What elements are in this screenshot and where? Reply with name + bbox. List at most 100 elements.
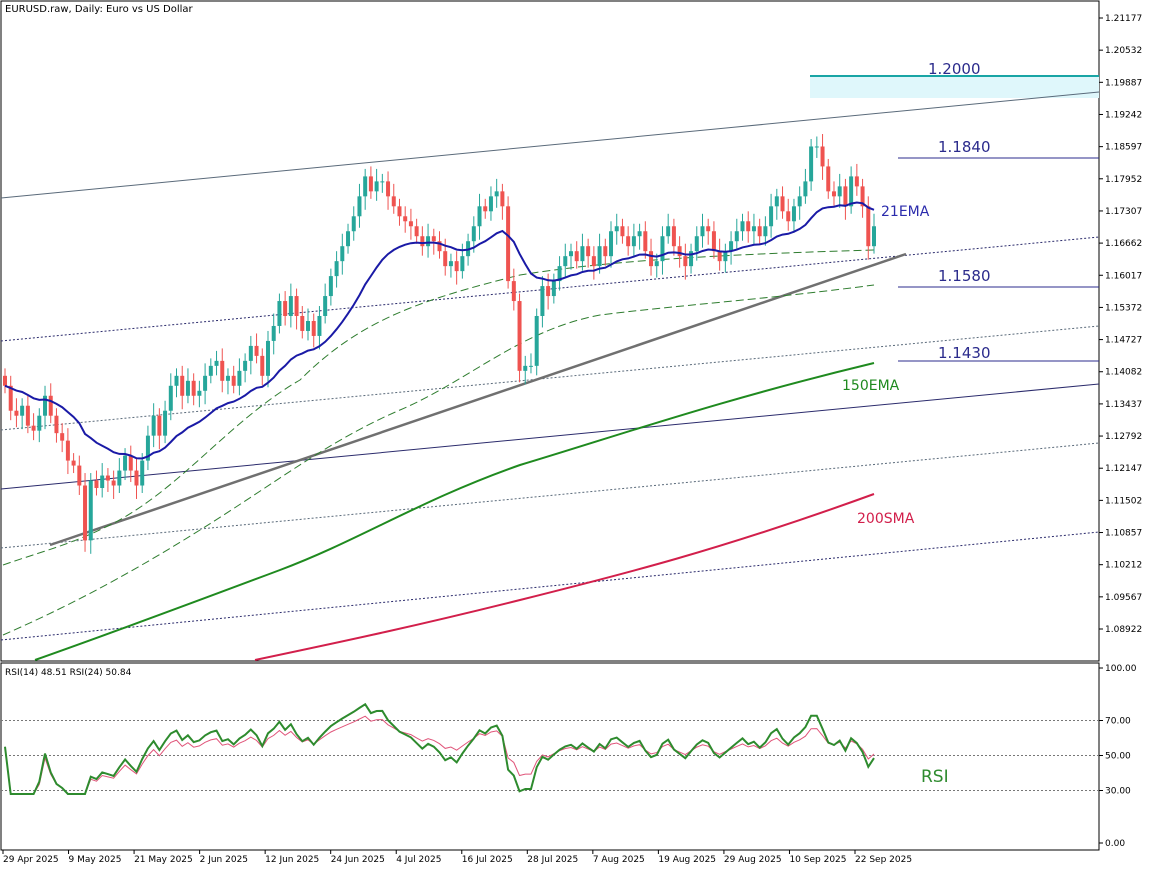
candle-body <box>237 370 242 386</box>
candle-body <box>443 251 448 267</box>
candle-body <box>689 251 694 267</box>
price-tick-label: 1.08922 <box>1105 625 1142 635</box>
candle-body <box>563 256 568 267</box>
candle-body <box>117 470 122 486</box>
candle-body <box>431 236 436 242</box>
candle-body <box>265 340 270 376</box>
candle-body <box>128 455 133 471</box>
rsi24-line <box>4 715 875 795</box>
candle-body <box>483 206 488 212</box>
price-tick-label: 1.11502 <box>1105 496 1142 506</box>
candle-body <box>323 296 328 316</box>
candle-body <box>780 196 785 212</box>
candle-body <box>437 241 442 252</box>
label-rsi: RSI <box>921 767 949 787</box>
candle-body <box>477 206 482 227</box>
time-tick-label: 9 May 2025 <box>69 855 122 865</box>
candle-body <box>157 415 162 436</box>
candle-body <box>163 410 168 436</box>
candle-body <box>248 345 253 361</box>
candle-body <box>454 261 459 272</box>
time-tick-label: 12 Jun 2025 <box>265 855 319 865</box>
candle-body <box>711 231 716 252</box>
candle-body <box>408 221 413 227</box>
ema21-line <box>4 201 875 460</box>
price-tick-label: 1.17952 <box>1105 175 1142 185</box>
time-tick-label: 4 Jul 2025 <box>396 855 441 865</box>
price-axis: 1.21177 1.20532 1.19887 1.19242 1.18597 1.179… <box>1099 14 1142 635</box>
candle-body <box>328 276 333 297</box>
candle-body <box>203 375 208 391</box>
candle-body <box>809 146 814 182</box>
candle-body <box>854 176 859 187</box>
candle-body <box>620 226 625 237</box>
label-1-2000: 1.2000 <box>928 60 981 78</box>
sma200-line <box>254 493 875 661</box>
rsi-tick-label: 50.00 <box>1105 752 1131 762</box>
candle-body <box>197 390 202 396</box>
candle-body <box>580 246 585 262</box>
candle-body <box>311 320 316 336</box>
time-tick-label: 2 Jun 2025 <box>200 855 248 865</box>
main-pane-border <box>0 0 1100 662</box>
candle-body <box>334 261 339 277</box>
candle-body <box>3 375 7 386</box>
candle-body <box>220 360 225 381</box>
candle-body <box>706 226 711 232</box>
time-tick-label: 19 Aug 2025 <box>658 855 716 865</box>
candle-body <box>511 281 516 302</box>
candle-body <box>723 251 728 262</box>
rsi-pane-border <box>0 662 1100 851</box>
candle-body <box>374 181 379 192</box>
candle-body <box>717 251 722 262</box>
candle-body <box>391 196 396 207</box>
candle-body <box>271 325 276 341</box>
candle-body <box>546 286 551 297</box>
candle-body <box>488 196 493 212</box>
candle-body <box>140 460 145 486</box>
candle-body <box>528 365 533 367</box>
price-tick-label: 1.18597 <box>1105 143 1142 153</box>
price-tick-label: 1.15372 <box>1105 303 1142 313</box>
price-tick-label: 1.16662 <box>1105 239 1142 249</box>
candle-body <box>586 246 591 257</box>
candle-body <box>471 226 476 242</box>
time-tick-label: 22 Sep 2025 <box>855 855 912 865</box>
rsi-tick-label: 0.00 <box>1105 839 1125 849</box>
rsi-axis: 100.00 70.00 50.00 30.00 0.00 <box>1099 664 1137 849</box>
candle-body <box>306 320 311 331</box>
price-tick-label: 1.19242 <box>1105 110 1142 120</box>
candle-body <box>283 301 288 316</box>
price-tick-label: 1.17307 <box>1105 207 1142 217</box>
candle-body <box>791 206 796 222</box>
candle-body <box>757 226 762 237</box>
candle-body <box>260 355 265 376</box>
candle-body <box>363 176 368 197</box>
candle-body <box>420 236 425 247</box>
price-tick-label: 1.14727 <box>1105 336 1142 346</box>
candle-body <box>591 256 596 267</box>
candle-body <box>494 191 499 197</box>
candle-body <box>65 440 70 461</box>
time-tick-label: 28 Jul 2025 <box>527 855 578 865</box>
channel-lower-line <box>0 383 1100 490</box>
candle-body <box>729 241 734 252</box>
ma-envelope-upper <box>2 249 875 566</box>
candle-body <box>746 221 751 232</box>
candle-body <box>300 315 305 331</box>
time-tick-label: 21 May 2025 <box>134 855 193 865</box>
candle-body <box>37 415 42 431</box>
candle-body <box>414 226 419 237</box>
candle-body <box>506 206 511 282</box>
rsi-tick-label: 30.00 <box>1105 787 1131 797</box>
candle-body <box>654 261 659 267</box>
candle-body <box>340 246 345 262</box>
candle-body <box>660 236 665 262</box>
candle-body <box>826 166 831 192</box>
candle-body <box>254 345 259 356</box>
candle-body <box>8 385 13 411</box>
candle-body <box>814 146 819 148</box>
candle-body <box>351 216 356 232</box>
candle-body <box>517 301 522 371</box>
